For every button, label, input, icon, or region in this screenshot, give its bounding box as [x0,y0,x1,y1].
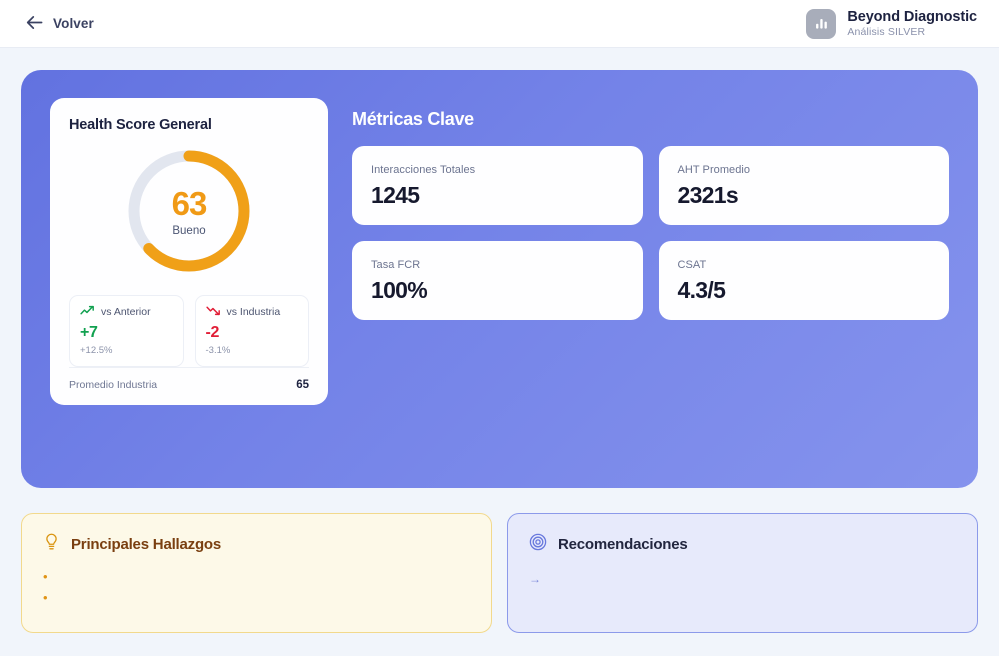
lightbulb-icon [43,533,60,556]
brand-subtitle: Análisis SILVER [847,25,926,38]
comparison-pct-previous: +12.5% [80,345,113,356]
metric-label: CSAT [677,259,707,271]
industry-average-label: Promedio Industria [69,379,158,391]
comparison-value-industry: -2 [205,324,220,341]
key-metrics-title: Métricas Clave [352,109,474,129]
list-item: → [529,570,956,591]
metric-card: Tasa FCR 100% [352,241,643,320]
findings-panel: Principales Hallazgos • • [21,513,492,633]
comparison-pct-industry: -3.1% [205,345,231,356]
health-score-card: Health Score General 63 Bueno [50,98,328,405]
comparison-label-industry: vs Industria [226,306,281,318]
bar-chart-icon [806,8,837,39]
metric-value: 100% [371,277,428,303]
trend-down-icon [205,305,221,319]
key-metrics-grid: Interacciones Totales 1245 AHT Promedio … [352,146,949,320]
trend-up-icon [80,305,95,319]
bottom-panels: Principales Hallazgos • • [21,513,978,633]
hero-panel: Health Score General 63 Bueno [21,70,978,488]
metric-label: Interacciones Totales [371,164,476,176]
metric-card: CSAT 4.3/5 [658,241,949,320]
bullet-marker: • [43,569,48,584]
key-metrics-section: Métricas Clave Interacciones Totales 124… [352,98,949,320]
gauge-label: Bueno [172,225,206,237]
back-button[interactable]: Volver [24,11,96,37]
arrow-left-icon [26,15,43,33]
gauge-svg [128,150,250,272]
brand: Beyond Diagnostic Análisis SILVER [806,8,977,39]
health-score-gauge: 63 Bueno [123,145,255,277]
gauge-center-text: 63 Bueno [123,145,255,277]
arrow-right-marker: → [529,572,541,586]
comparison-row: vs Anterior +7 +12.5% vs Industria [69,295,309,367]
metric-card: Interacciones Totales 1245 [352,146,643,225]
gauge-value: 63 [171,185,208,222]
findings-list: • • [43,569,470,612]
metric-value: 1245 [371,182,420,208]
gauge-arc [128,150,250,272]
bullet-marker: • [43,590,48,605]
comparison-value-previous: +7 [80,324,98,341]
comparison-card-industry: vs Industria -2 -3.1% [194,295,309,367]
metric-value: 4.3/5 [677,277,726,303]
brand-title: Beyond Diagnostic [847,8,977,25]
list-item: • [43,569,470,591]
metric-label: AHT Promedio [677,164,751,176]
top-bar: Volver Beyond Diagnostic Análisis SILVER [0,0,999,48]
back-button-label: Volver [53,16,94,31]
metric-label: Tasa FCR [371,259,421,271]
list-item: • [43,590,470,612]
recommendations-panel: Recomendaciones → [507,513,978,633]
health-score-title: Health Score General [69,117,212,133]
industry-average-value: 65 [296,379,309,391]
metric-value: 2321s [677,182,739,208]
comparison-card-previous: vs Anterior +7 +12.5% [69,295,184,367]
target-icon [529,533,547,556]
recommendations-list: → [529,570,956,591]
page-content: Health Score General 63 Bueno [0,48,999,633]
comparison-label-previous: vs Anterior [101,306,151,318]
metric-card: AHT Promedio 2321s [658,146,949,225]
findings-panel-title: Principales Hallazgos [71,536,222,553]
industry-average-row: Promedio Industria 65 [69,367,309,391]
recommendations-panel-title: Recomendaciones [558,536,688,553]
